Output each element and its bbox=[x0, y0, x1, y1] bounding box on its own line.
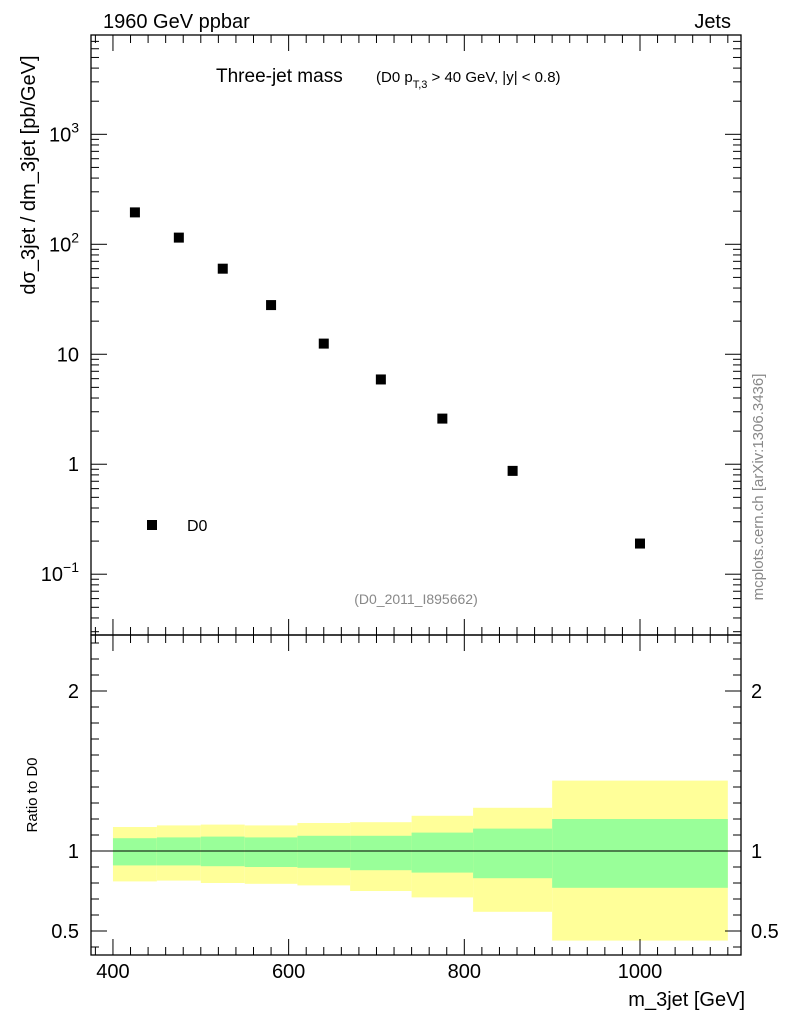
x-tick-label-3: 1000 bbox=[618, 961, 663, 983]
inner-band-bin-8 bbox=[552, 819, 728, 888]
data-point-6 bbox=[437, 413, 448, 424]
data-point-5 bbox=[375, 374, 386, 385]
main-y-tick-label-exponent: −1 bbox=[63, 559, 79, 575]
main-y-tick-label-0: 103 bbox=[49, 119, 79, 146]
legend-marker bbox=[147, 520, 157, 530]
header-right: Jets bbox=[694, 11, 731, 33]
main-y-tick-label-exponent: 2 bbox=[71, 229, 79, 245]
ratio-y-axis-title: Ratio to D0 bbox=[24, 757, 41, 832]
main-y-tick-label-base: 10 bbox=[49, 124, 71, 146]
main-y-tick-label-1: 102 bbox=[49, 229, 79, 256]
data-point-7 bbox=[507, 465, 518, 476]
main-y-tick-label-exponent: 3 bbox=[71, 119, 79, 135]
x-tick-labels: 400 600 800 1000 bbox=[96, 961, 662, 983]
inner-band-bin-7 bbox=[473, 828, 553, 879]
legend-label: D0 bbox=[187, 518, 208, 535]
main-y-tick-label-base: 1 bbox=[68, 454, 79, 476]
header-left: 1960 GeV ppbar bbox=[103, 11, 250, 33]
main-y-tick-label-4: 10−1 bbox=[41, 559, 79, 586]
ratio-bands bbox=[112, 780, 728, 941]
ratio-y-tick-label-right-0: 0.5 bbox=[751, 921, 779, 943]
inner-band-bin-0 bbox=[112, 838, 157, 866]
ratio-y-tick-label-left-2: 2 bbox=[68, 681, 79, 703]
x-tick-label-2: 800 bbox=[448, 961, 481, 983]
title-sub-suffix: > 40 GeV, |y| < 0.8) bbox=[427, 69, 560, 86]
inner-band-bin-3 bbox=[244, 837, 298, 867]
main-y-axis-title: dσ_3jet / dm_3jet [pb/GeV] bbox=[18, 55, 40, 294]
inner-band-bin-6 bbox=[411, 832, 474, 873]
main-y-tick-label-base: 10 bbox=[57, 344, 79, 366]
ratio-axis-ticks bbox=[91, 635, 741, 955]
data-points bbox=[129, 207, 645, 549]
ratio-panel-frame bbox=[90, 634, 742, 956]
main-y-tick-label-base: 10 bbox=[49, 234, 71, 256]
ratio-y-tick-label-right-2: 2 bbox=[751, 681, 762, 703]
main-title: Three-jet mass bbox=[216, 66, 343, 87]
title-sub-subscript: T,3 bbox=[413, 79, 428, 91]
main-axis-ticks bbox=[91, 34, 741, 635]
title-sub-prefix: (D0 p bbox=[376, 69, 413, 86]
analysis-id: (D0_2011_I895662) bbox=[354, 591, 478, 607]
data-point-1 bbox=[173, 232, 184, 243]
data-point-2 bbox=[217, 263, 228, 274]
data-point-3 bbox=[266, 300, 277, 311]
data-point-0 bbox=[129, 207, 140, 218]
inner-band-bin-5 bbox=[350, 835, 412, 871]
main-y-tick-label-2: 10 bbox=[57, 344, 79, 366]
side-label: mcplots.cern.ch [arXiv:1306.3436] bbox=[750, 374, 767, 601]
main-y-tick-label-base: 10 bbox=[41, 564, 63, 586]
ratio-y-tick-label-left-1: 1 bbox=[68, 841, 79, 863]
data-point-8 bbox=[634, 538, 645, 549]
x-tick-label-0: 400 bbox=[96, 961, 129, 983]
main-title-sub: (D0 pT,3 > 40 GeV, |y| < 0.8) bbox=[376, 69, 561, 91]
ratio-y-tick-labels: 0.5 0.5 1 1 2 2 bbox=[51, 681, 779, 943]
inner-band-bin-4 bbox=[297, 835, 351, 868]
main-y-tick-label-3: 1 bbox=[68, 454, 79, 476]
x-axis-title: m_3jet [GeV] bbox=[628, 989, 745, 1011]
data-point-4 bbox=[318, 338, 329, 349]
x-tick-label-1: 600 bbox=[272, 961, 305, 983]
ratio-y-tick-label-right-1: 1 bbox=[751, 841, 762, 863]
ratio-y-tick-label-left-0: 0.5 bbox=[51, 921, 79, 943]
